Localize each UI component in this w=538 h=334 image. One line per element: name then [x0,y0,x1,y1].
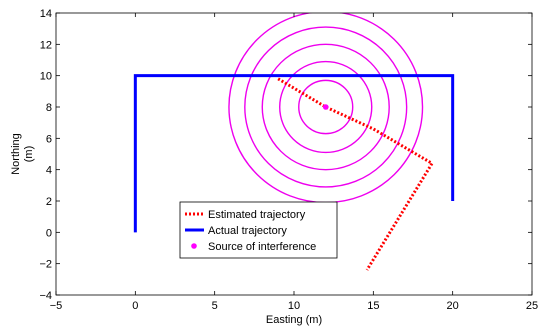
x-tick-label: 15 [367,300,379,312]
y-tick-label: 2 [46,196,52,208]
x-tick-label: 20 [447,300,459,312]
y-tick-label: −2 [39,259,52,271]
legend-box [179,201,338,259]
interference-circle-1 [298,79,354,135]
x-tick-label: 25 [526,300,538,312]
y-tick-label: 0 [46,227,52,239]
x-axis-label: Easting (m) [266,314,322,326]
interference-circle-4 [244,26,408,188]
y-axis-label-line-1: Northing [10,133,22,175]
y-axis-label-line-2: (m) [23,146,35,163]
x-tick-label: 5 [212,300,218,312]
axis-ticks [55,12,533,296]
y-tick-label: 14 [40,8,52,20]
y-axis-label: Northing (m) [10,133,35,175]
series-group [133,74,455,271]
x-tick-labels: −5 0 5 10 15 20 25 [50,300,538,312]
y-tick-label: 12 [40,39,52,51]
y-tick-label: −4 [39,290,52,302]
actual-trajectory-line [133,74,455,233]
x-tick-label: −5 [50,300,63,312]
y-tick-labels: −4 −2 0 2 4 6 8 10 12 14 [39,8,52,302]
y-tick-label: 4 [46,165,52,177]
legend-label-estimated-trajectory: Estimated trajectory [208,209,306,221]
legend-label-source-of-interference: Source of interference [208,241,316,253]
source-of-interference-marker [322,104,329,110]
interference-circle-3 [261,43,390,171]
y-tick-label: 6 [46,133,52,145]
estimated-trajectory-line [277,77,435,271]
legend-label-actual-trajectory: Actual trajectory [208,225,287,237]
interference-circle-2 [279,60,373,154]
legend-swatch-source-of-interference [191,243,197,249]
x-tick-label: 10 [288,300,300,312]
y-tick-label: 10 [40,71,52,83]
x-tick-label: 0 [132,300,138,312]
legend: Estimated trajectory Actual trajectory S… [179,201,338,259]
y-tick-label: 8 [46,102,52,114]
